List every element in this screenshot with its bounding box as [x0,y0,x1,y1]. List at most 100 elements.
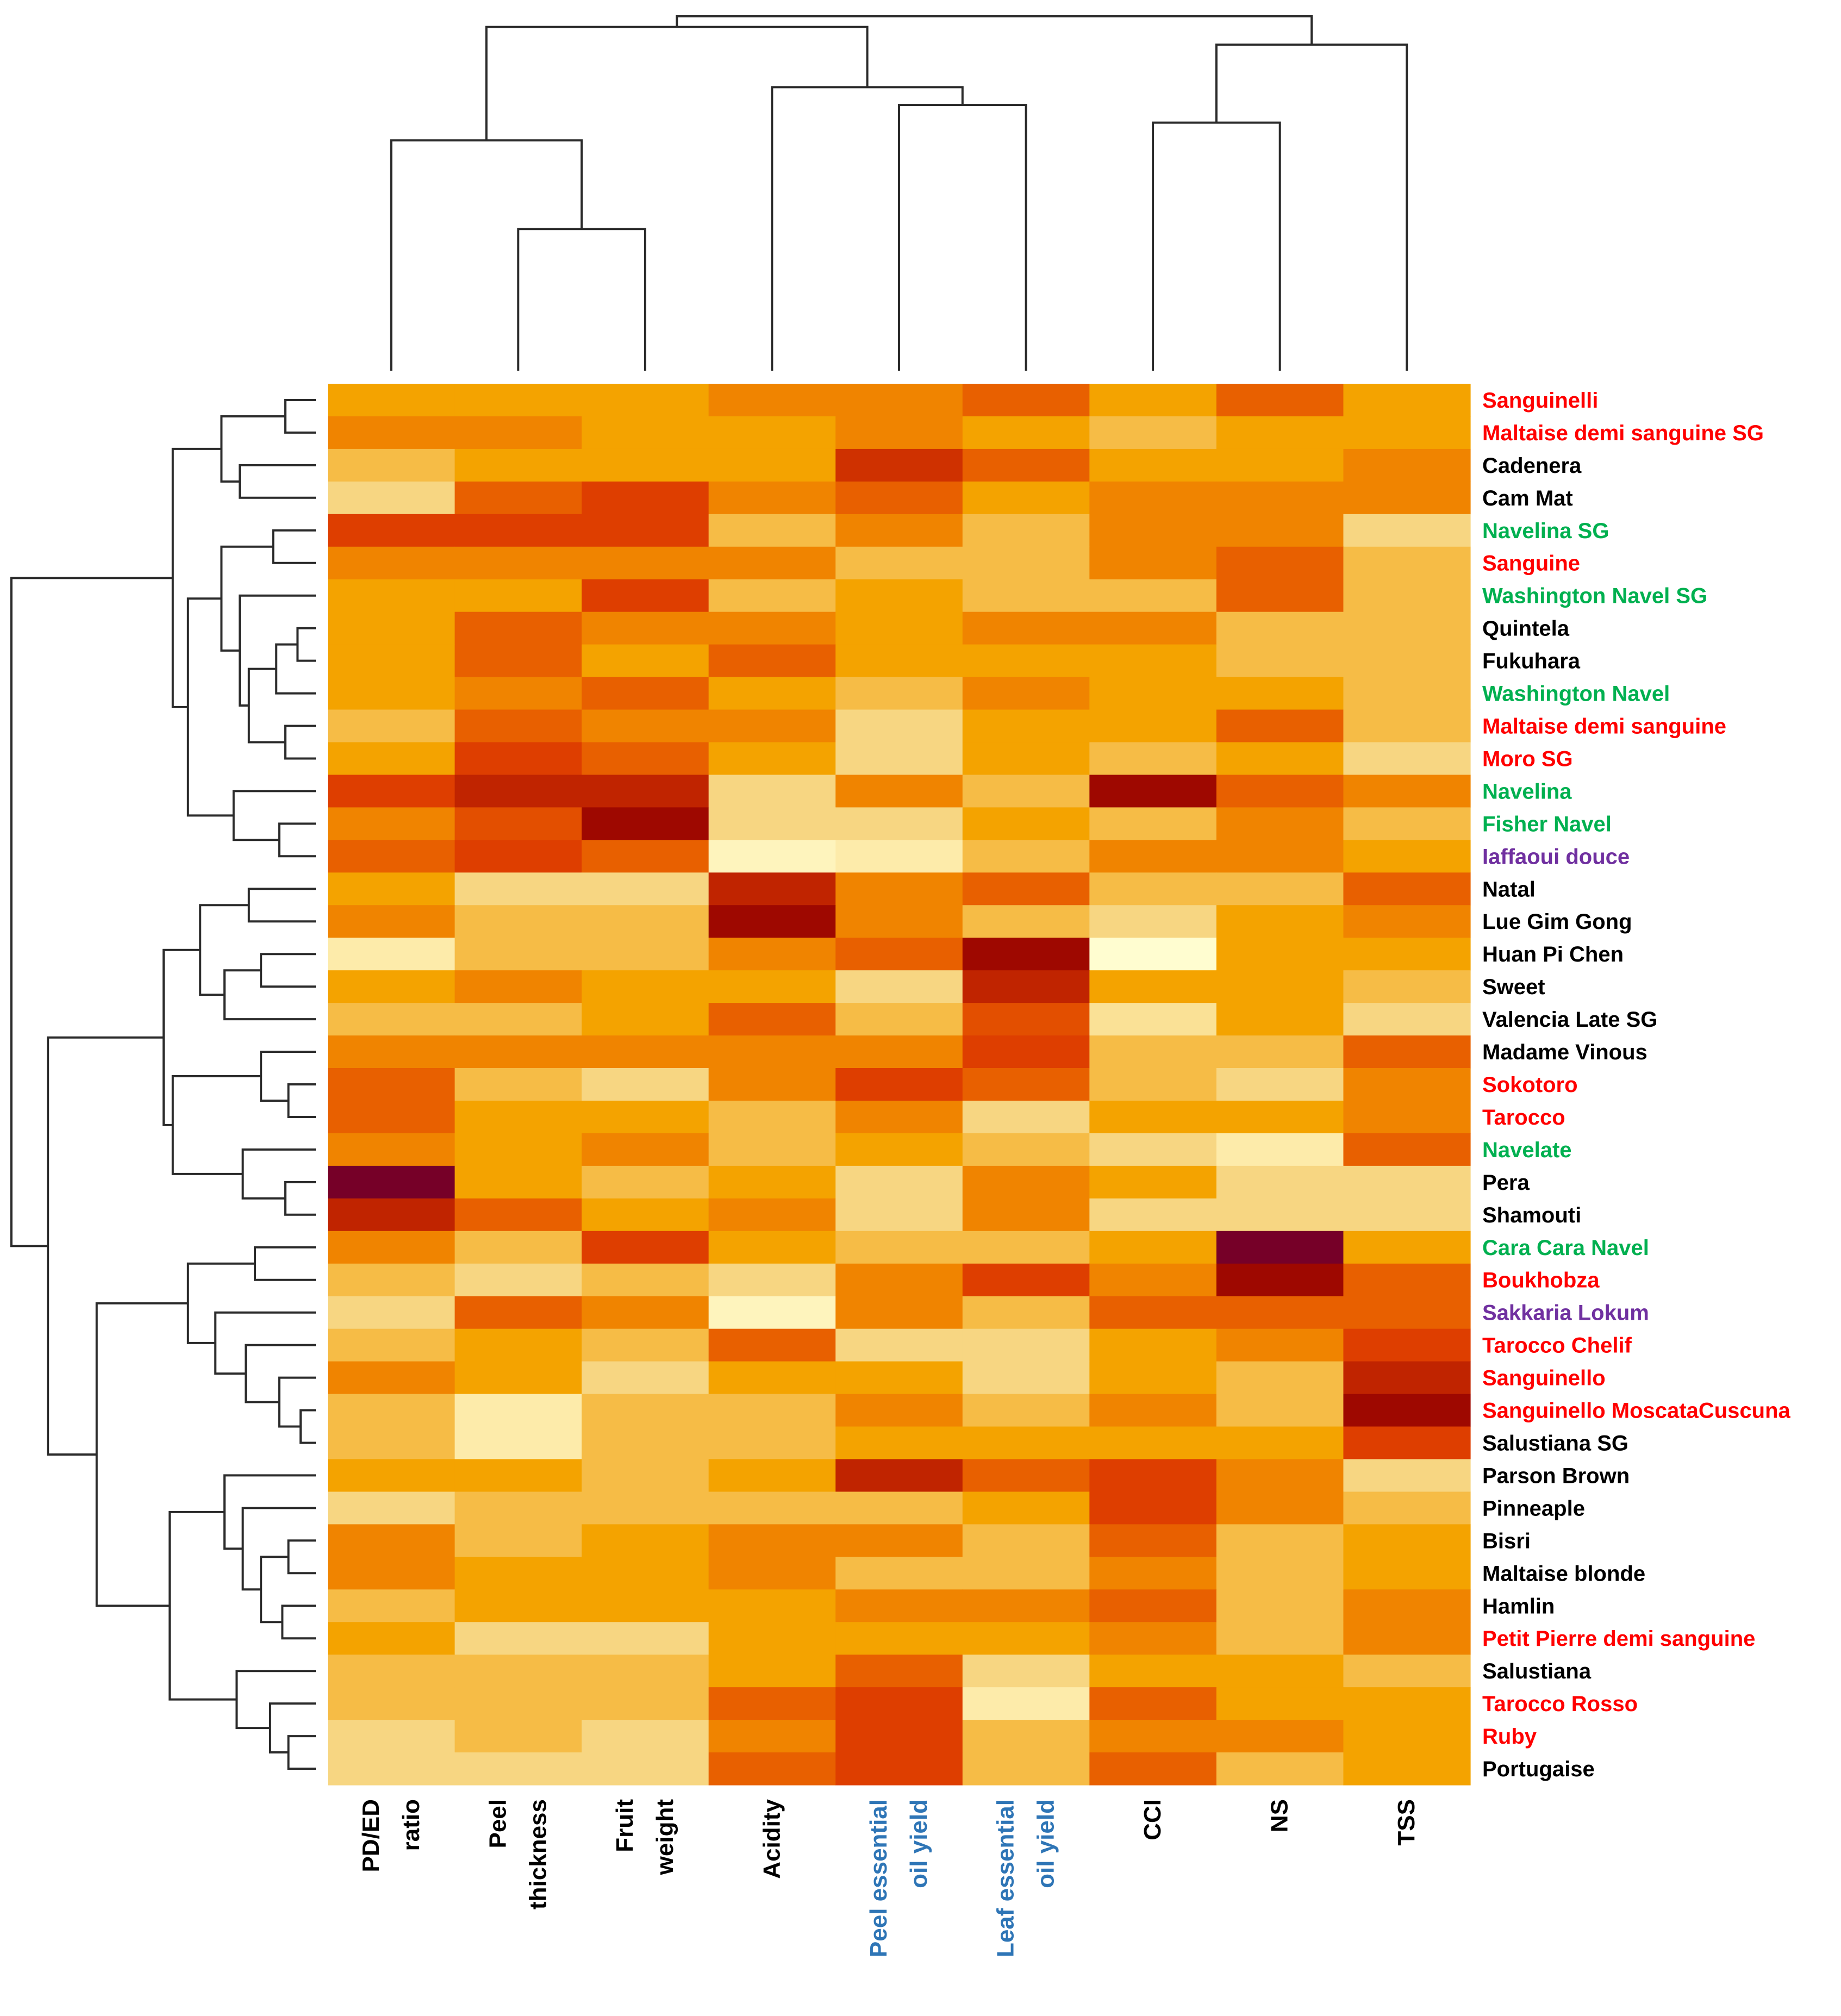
heatmap-cell [962,872,1090,906]
heatmap-cell [328,1557,455,1590]
heatmap-cell [835,1035,963,1069]
heatmap-cell [962,1459,1090,1493]
heatmap-cell [835,644,963,678]
heatmap-cell [962,840,1090,873]
heatmap-cell [1089,1035,1217,1069]
column-dendrogram-link [771,86,964,371]
heatmap-cell [1216,1557,1344,1590]
row-label: Salustiana SG [1482,1432,1628,1456]
heatmap-cell [1343,1426,1471,1460]
heatmap-cell [582,1231,709,1264]
heatmap-cell [1089,1687,1217,1720]
heatmap-cell [328,481,455,515]
heatmap-cell [1216,1720,1344,1753]
heatmap-cell [708,1133,836,1166]
heatmap-cell [835,1752,963,1786]
heatmap-cell [962,1198,1090,1232]
heatmap-cell [1089,1589,1217,1622]
heatmap-cell [1343,938,1471,971]
column-label: TSS [1393,1799,1420,1846]
heatmap-cell [1089,1068,1217,1101]
row-label: Sokotoro [1482,1073,1578,1097]
heatmap-cell [582,1524,709,1557]
heatmap-cell [454,546,582,580]
heatmap-cell [1343,1198,1471,1232]
heatmap-cell [328,1426,455,1460]
row-dendrogram-link [296,627,316,662]
heatmap-cell [1089,579,1217,613]
row-dendrogram-link [287,1083,316,1118]
row-label: Sanguine [1482,552,1580,576]
heatmap-cell [1343,448,1471,482]
row-label: Maltaise blonde [1482,1562,1645,1586]
heatmap-cell [835,1231,963,1264]
row-label: Tarocco Rosso [1482,1692,1638,1716]
heatmap-cell [328,1328,455,1362]
heatmap-cell [1089,775,1217,808]
heatmap-cell [328,1068,455,1101]
heatmap-cell [1089,742,1217,776]
heatmap-cell [454,1165,582,1199]
heatmap-cell [1343,1231,1471,1264]
row-label: Parson Brown [1482,1464,1630,1488]
heatmap-cell [454,1752,582,1786]
row-dendrogram-link [278,1376,316,1428]
heatmap-cell [708,448,836,482]
column-dendrogram-link [1215,43,1408,371]
row-label: Petit Pierre demi sanguine [1482,1627,1755,1651]
heatmap-cell [708,1068,836,1101]
heatmap-cell [708,1589,836,1622]
heatmap-cell [1343,742,1471,776]
heatmap-cell [1216,1003,1344,1036]
heatmap-cell [1343,1328,1471,1362]
heatmap-cell [835,1133,963,1166]
column-dendrogram-link [676,15,1313,45]
heatmap-cell [1089,709,1217,743]
heatmap-cell [328,514,455,547]
heatmap-cell [962,1133,1090,1166]
heatmap-cell [1343,1589,1471,1622]
heatmap-cell [835,1491,963,1525]
heatmap-cell [1089,1752,1217,1786]
heatmap-cell [328,416,455,450]
heatmap-cell [1089,1557,1217,1590]
heatmap-cell [328,938,455,971]
heatmap-cell [708,1100,836,1134]
heatmap-cell [328,807,455,840]
heatmap-cell [962,1068,1090,1101]
heatmap-cell [582,1557,709,1590]
row-label: Sanguinello [1482,1366,1606,1390]
heatmap-cell [1343,416,1471,450]
heatmap-cell [962,1296,1090,1330]
heatmap-cell [582,546,709,580]
heatmap-cell [708,872,836,906]
heatmap-cell [1216,1687,1344,1720]
heatmap-cell [454,644,582,678]
row-dendrogram-link [284,725,316,760]
heatmap-cell [454,384,582,417]
heatmap-cell [835,1100,963,1134]
heatmap-cell [454,1687,582,1720]
heatmap-cell [454,1296,582,1330]
heatmap-cell [708,416,836,450]
heatmap-cell [962,905,1090,938]
heatmap-cell [1216,840,1344,873]
heatmap-cell [835,1459,963,1493]
heatmap-cell [708,1557,836,1590]
heatmap-cell [454,514,582,547]
heatmap-cell [708,1459,836,1493]
heatmap-cell [708,1296,836,1330]
heatmap-cell [708,1328,836,1362]
heatmap-cell [328,644,455,678]
heatmap-cell [835,481,963,515]
heatmap-cell [1216,677,1344,710]
heatmap-cell [962,807,1090,840]
heatmap-cell [1343,1165,1471,1199]
heatmap-cell [328,1524,455,1557]
heatmap-cell [962,775,1090,808]
heatmap-cell [328,579,455,613]
heatmap-cell [708,1687,836,1720]
heatmap-cell [1216,1524,1344,1557]
heatmap-cell [1089,840,1217,873]
column-label: thickness [525,1799,551,1909]
